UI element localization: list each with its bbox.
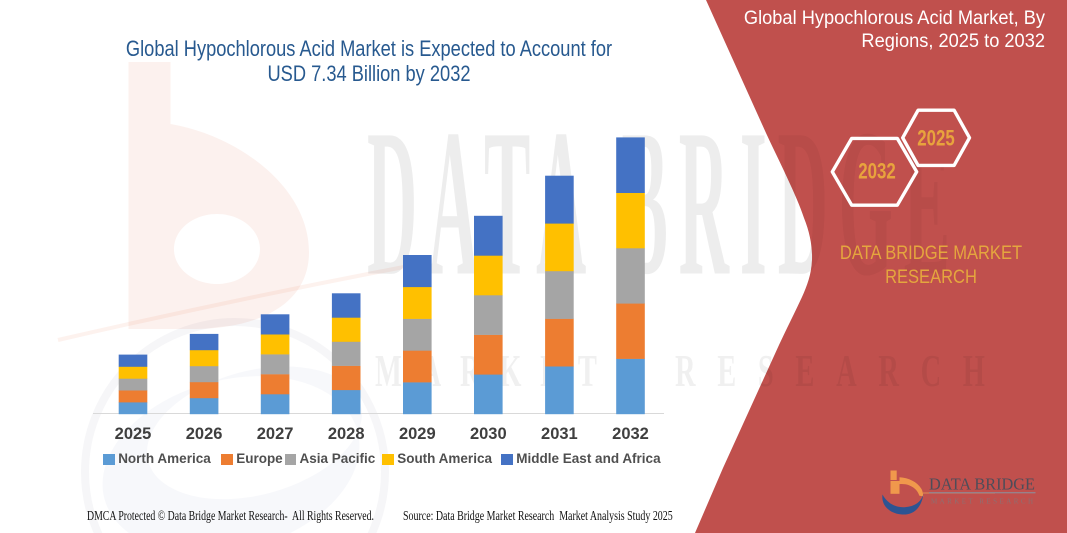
svg-text:2025: 2025 [917, 126, 955, 151]
svg-text:DATA BRIDGE: DATA BRIDGE [367, 85, 962, 319]
svg-text:2032: 2032 [858, 159, 896, 184]
svg-text:MARKET RESEARCH: MARKET RESEARCH [931, 498, 1033, 506]
svg-text:DATA BRIDGE: DATA BRIDGE [929, 475, 1035, 494]
